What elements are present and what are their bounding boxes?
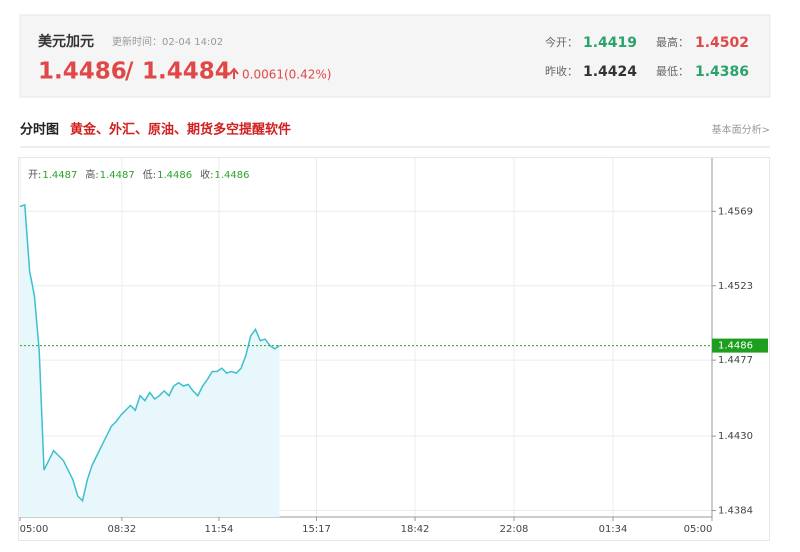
stat-value: 1.4424	[583, 64, 637, 80]
x-tick-label: 22:08	[500, 524, 529, 535]
x-tick-label: 05:00	[684, 524, 713, 535]
x-tick-label: 18:42	[401, 524, 430, 535]
x-tick-label: 08:32	[107, 524, 136, 535]
pair-title: 美元加元	[38, 33, 94, 50]
x-tick-label: 05:00	[20, 524, 49, 535]
info-value: 1.4486	[157, 170, 192, 181]
section-title: 分时图	[20, 122, 59, 138]
stat-label: 今开：	[545, 35, 578, 49]
chart-frame	[18, 157, 770, 541]
stat-value: 1.4502	[695, 35, 749, 51]
x-tick-label: 11:54	[205, 524, 234, 535]
info-label: 开:	[28, 170, 41, 181]
last-price-label: 1.4486	[718, 341, 753, 352]
x-tick-label: 01:34	[599, 524, 628, 535]
area	[20, 204, 280, 517]
analysis-link[interactable]: 基本面分析>	[712, 123, 770, 136]
info-value: 1.4487	[42, 170, 77, 181]
last-price-box	[712, 338, 768, 353]
x-tick-label: 15:17	[302, 524, 331, 535]
y-tick-label: 1.4523	[718, 281, 753, 292]
stat-label: 最高：	[656, 35, 689, 49]
stat-value: 1.4386	[695, 64, 749, 80]
info-value: 1.4487	[100, 170, 135, 181]
up-arrow	[229, 67, 239, 79]
info-label: 低:	[143, 168, 156, 181]
stat-label: 昨收：	[545, 64, 578, 78]
ad-link[interactable]: 黄金、外汇、原油、期货多空提醒软件	[70, 122, 291, 138]
header-box	[19, 14, 771, 98]
price-line	[19, 203, 280, 503]
info-label: 收:	[200, 168, 213, 181]
stat-value: 1.4419	[583, 35, 637, 51]
bid-price: 1.4486	[38, 59, 127, 85]
price-separator: /	[125, 59, 134, 85]
y-tick-label: 1.4384	[718, 506, 753, 517]
info-value: 1.4486	[215, 170, 250, 181]
info-label: 高:	[85, 168, 98, 181]
y-tick-label: 1.4430	[718, 431, 753, 442]
stat-label: 最低：	[656, 65, 689, 78]
price-change: 0.0061(0.42%)	[242, 68, 331, 82]
update-time: 更新时间：02-04 14:02	[112, 35, 223, 48]
ask-price: 1.4484	[142, 59, 231, 85]
y-tick-label: 1.4477	[718, 355, 753, 366]
y-tick-label: 1.4569	[718, 206, 753, 217]
